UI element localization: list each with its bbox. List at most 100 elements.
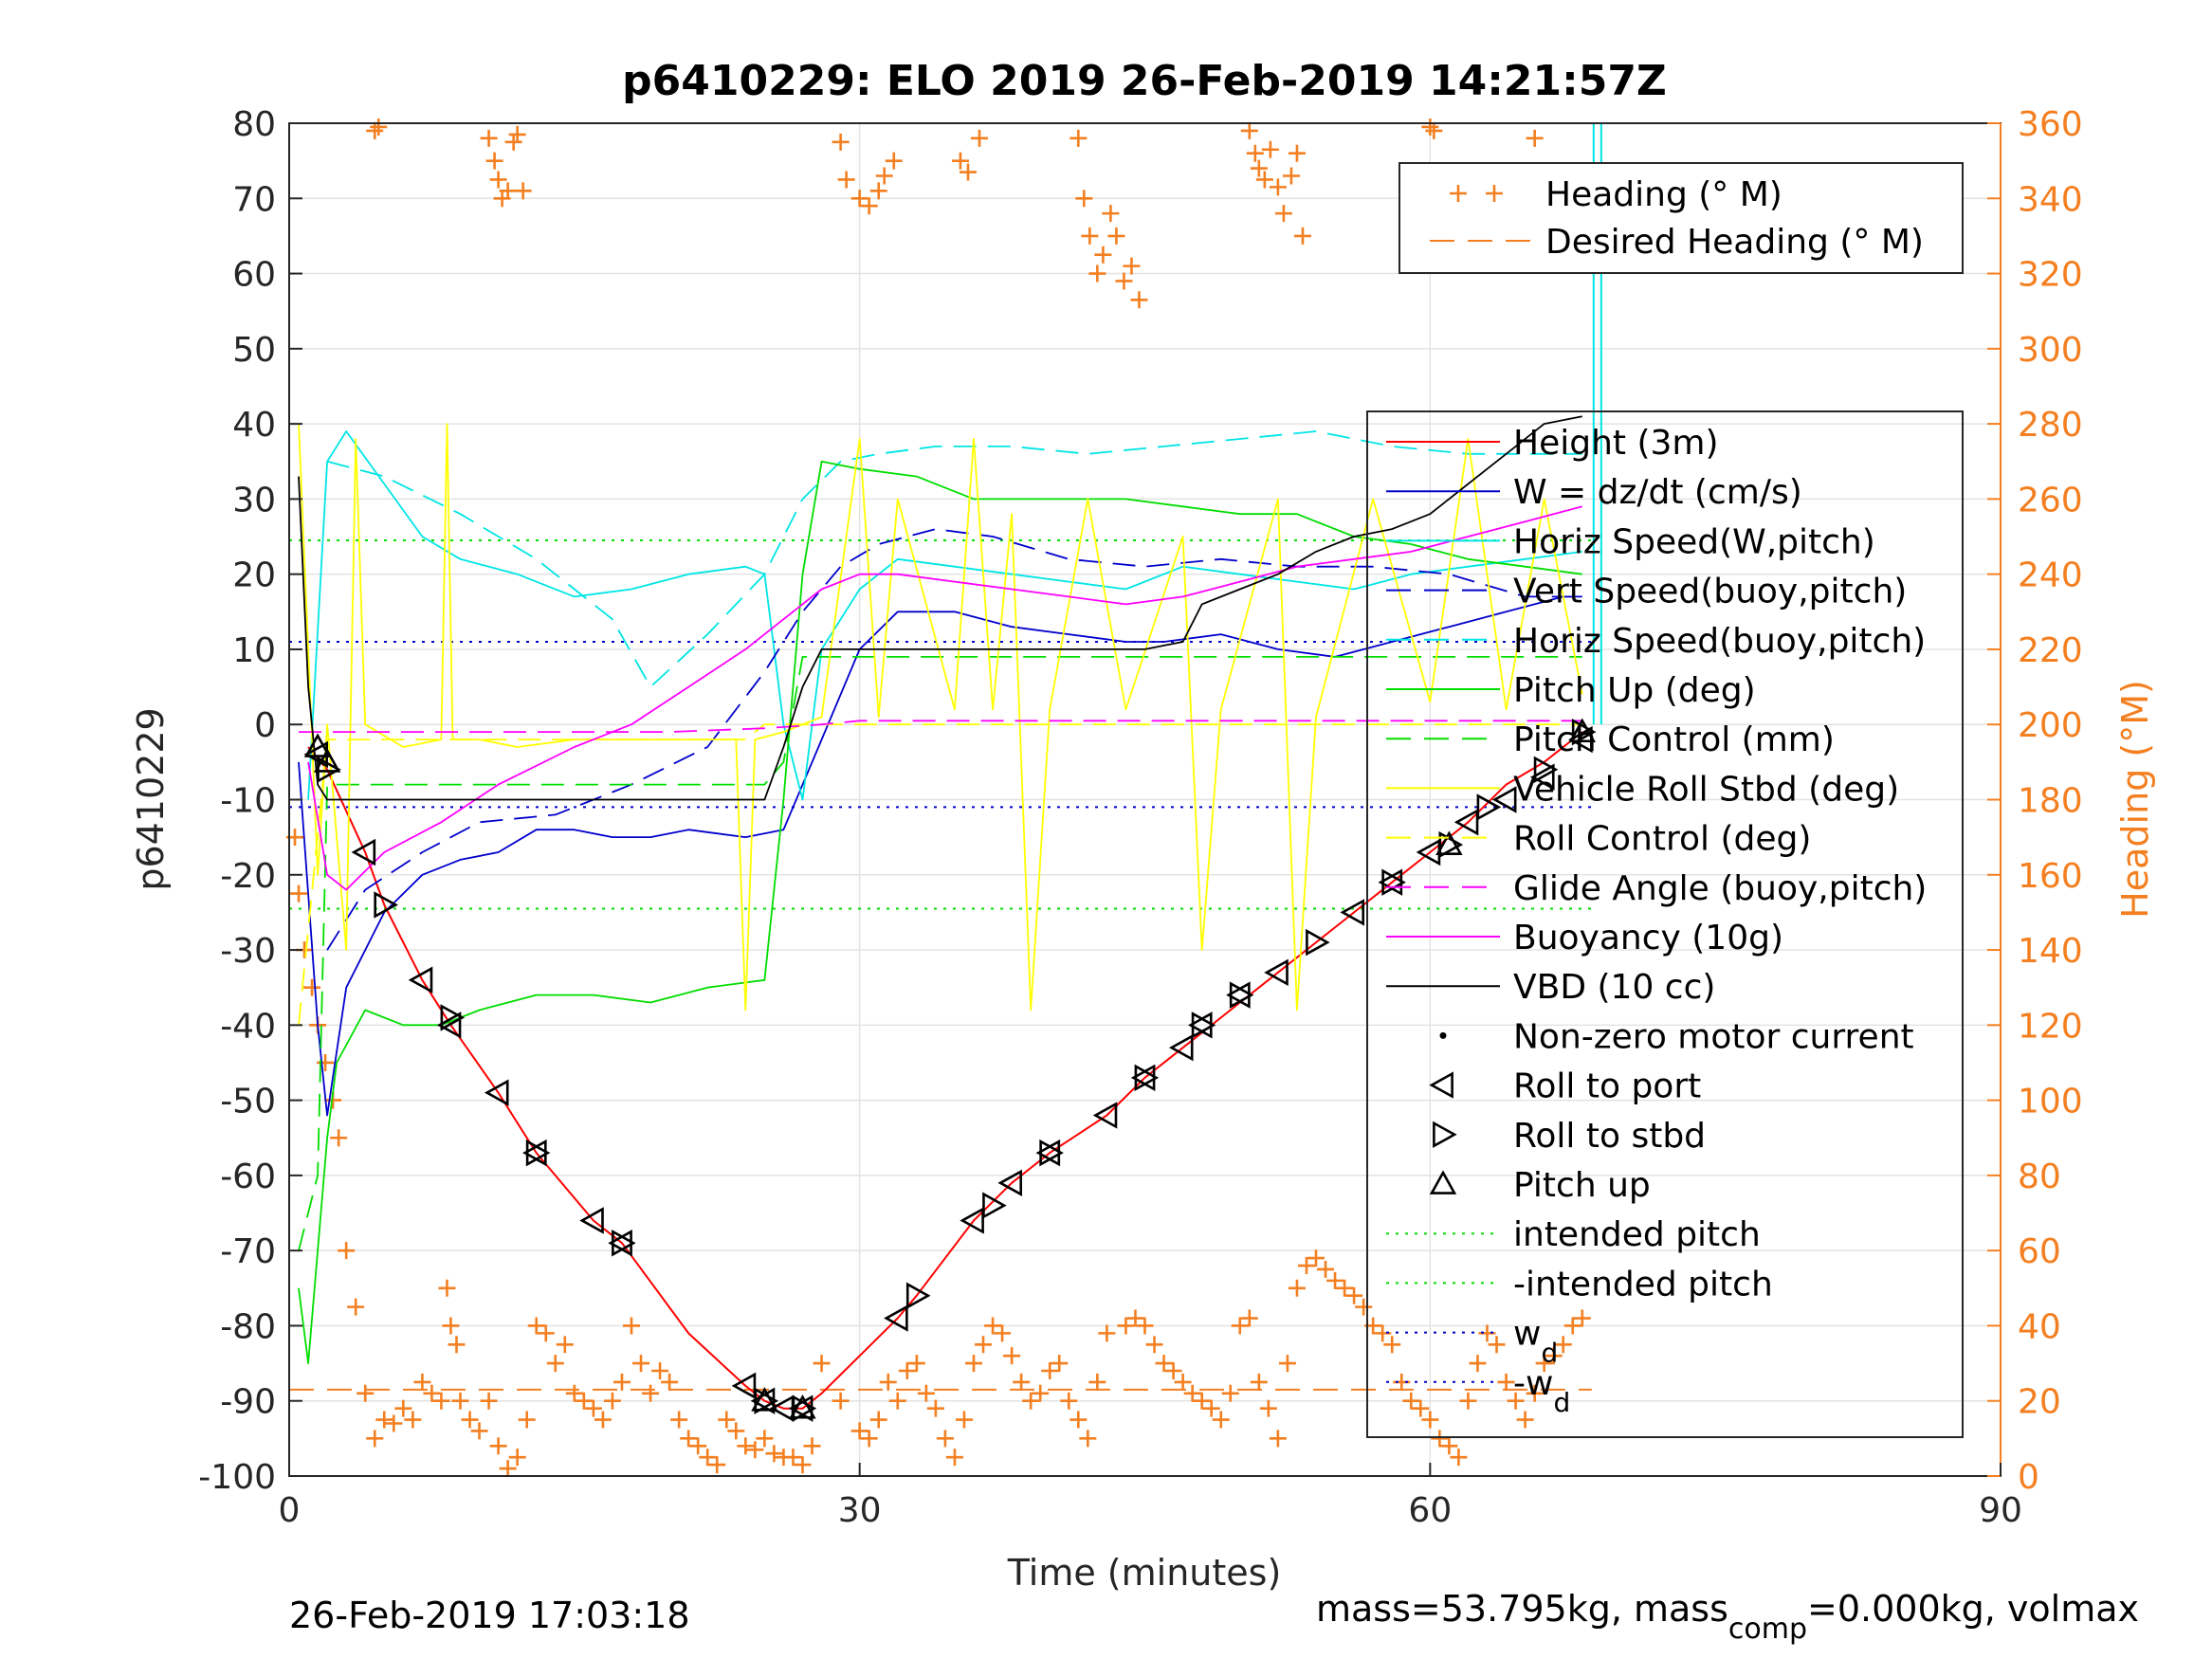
heading-point	[1164, 1362, 1182, 1380]
heading-point	[1526, 1384, 1544, 1402]
heading-point	[885, 152, 903, 170]
marker-roll-to-stbd	[612, 1230, 636, 1257]
legend-label: Vehicle Roll Stbd (deg)	[1513, 770, 1899, 809]
heading-point	[1107, 227, 1125, 245]
heading-point	[1202, 1399, 1220, 1417]
heading-point	[1545, 1347, 1563, 1365]
heading-point	[514, 182, 532, 200]
heading-point	[1126, 1309, 1144, 1327]
heading-point	[546, 1355, 564, 1373]
marker-roll-to-stbd	[525, 1139, 551, 1167]
heading-point	[898, 1362, 916, 1380]
marker-roll-to-stbd	[792, 1395, 817, 1422]
legend-heading-label: Desired Heading (° M)	[1545, 223, 1924, 262]
series-buoyancy-10g	[307, 505, 1583, 891]
heading-point	[651, 1362, 669, 1380]
heading-point	[366, 1430, 384, 1448]
legend-label: Roll Control (deg)	[1513, 820, 1811, 859]
heading-point	[480, 129, 498, 147]
heading-point	[1563, 1317, 1581, 1335]
y-tick-label: 60	[232, 256, 276, 295]
legend-label: Non-zero motor current	[1513, 1017, 1914, 1056]
heading-point	[356, 1384, 375, 1402]
heading-point	[837, 171, 855, 189]
x-axis-label: Time (minutes)	[1007, 1552, 1282, 1594]
marker-roll-to-port	[1168, 1033, 1194, 1062]
heading-point	[1535, 1355, 1553, 1373]
y2-tick-label: 40	[2018, 1307, 2061, 1346]
heading-point	[680, 1430, 698, 1448]
legend-main-box	[1366, 410, 1964, 1438]
heading-point	[1115, 272, 1133, 290]
heading-point	[1069, 129, 1088, 147]
heading-point	[727, 1422, 745, 1440]
y-axis-label: p6410229	[130, 707, 172, 890]
heading-point	[850, 190, 868, 208]
heading-point	[1088, 264, 1106, 283]
heading-point	[1221, 1384, 1239, 1402]
heading-point	[1488, 1336, 1506, 1354]
heading-point	[907, 1355, 925, 1373]
heading-point	[1469, 1355, 1487, 1373]
heading-point	[746, 1441, 764, 1459]
heading-point	[670, 1411, 688, 1429]
heading-point	[1317, 1260, 1335, 1278]
y2-tick-label: 140	[2018, 932, 2083, 971]
y-tick-label: -20	[220, 857, 276, 896]
heading-point	[1130, 291, 1148, 309]
heading-point	[290, 884, 308, 902]
heading-point	[1032, 1384, 1050, 1402]
heading-point	[1293, 227, 1311, 245]
heading-point	[448, 1336, 466, 1354]
y-tick-label: 10	[232, 631, 276, 670]
heading-point	[975, 1336, 993, 1354]
y-tick-label: 70	[232, 180, 276, 219]
y-tick-label: -90	[220, 1383, 276, 1422]
heading-point	[508, 125, 526, 143]
heading-point	[1240, 1309, 1258, 1327]
marker-roll-to-stbd	[1533, 756, 1559, 783]
legend-roll-to-stbd-triangle	[1433, 1121, 1457, 1149]
heading-point	[489, 171, 507, 189]
legend-label: intended pitch	[1513, 1215, 1761, 1254]
heading-point	[869, 1411, 887, 1429]
heading-point	[1326, 1271, 1344, 1289]
heading-point	[875, 167, 893, 185]
heading-point	[888, 1392, 906, 1410]
heading-point	[1526, 129, 1544, 147]
heading-point	[765, 1445, 783, 1463]
marker-roll-to-port	[484, 1079, 509, 1106]
heading-point	[1013, 1373, 1031, 1391]
marker-roll-to-stbd	[905, 1282, 931, 1309]
heading-point	[303, 978, 321, 996]
marker-roll-to-port	[884, 1304, 908, 1332]
heading-point	[394, 1399, 412, 1417]
legend-label: -intended pitch	[1513, 1265, 1773, 1304]
heading-point	[1088, 1373, 1106, 1391]
heading-point	[708, 1456, 726, 1474]
right-y-axis: 3603403203002802602402202001801601401201…	[1987, 105, 2083, 1497]
y2-tick-label: 120	[2018, 1007, 2083, 1046]
heading-point	[756, 1430, 774, 1448]
heading-point	[575, 1392, 593, 1410]
heading-point	[1155, 1355, 1173, 1373]
y2-tick-label: 60	[2018, 1232, 2061, 1271]
y-tick-label: -70	[220, 1232, 276, 1271]
heading-point	[527, 1317, 545, 1335]
legend-label: Pitch Control (mm)	[1513, 720, 1835, 759]
legend-label: Height (3m)	[1513, 424, 1719, 463]
heading-point	[784, 1449, 802, 1467]
heading-point	[994, 1324, 1012, 1342]
heading-point	[499, 1460, 517, 1478]
legend-label: Glide Angle (buoy,pitch)	[1513, 869, 1927, 908]
heading-point	[442, 1317, 460, 1335]
marker-roll-to-stbd	[1039, 1139, 1064, 1167]
heading-point	[832, 1392, 850, 1410]
series-pitch-control-mm	[298, 656, 1582, 1251]
heading-point	[461, 1411, 479, 1429]
legend-label: Roll to stbd	[1513, 1117, 1706, 1156]
y2-tick-label: 80	[2018, 1158, 2061, 1196]
heading-point	[1250, 1373, 1268, 1391]
heading-point	[1345, 1286, 1363, 1304]
